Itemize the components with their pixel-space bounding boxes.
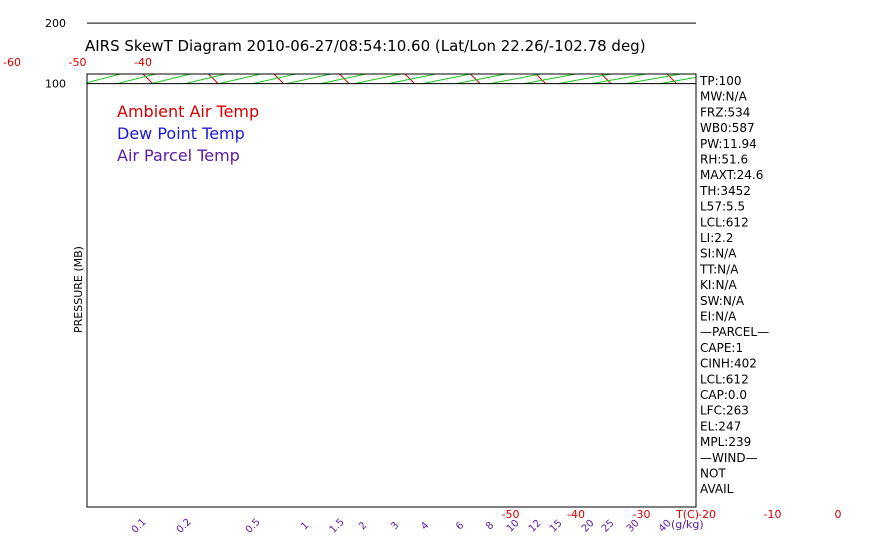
stability-index-label: MW:N/A [700, 90, 748, 104]
stability-index-label: NOT [700, 467, 726, 481]
mixing-ratio-label: 8 [484, 520, 496, 532]
temp-bottom-tick-label: -40 [567, 508, 585, 521]
mixing-ratio-unit-label: (g/kg) [671, 518, 704, 531]
mixing-ratio-label: 12 [527, 518, 544, 535]
dry-adiabat-line [625, 74, 684, 85]
mixing-ratio-label: 2 [357, 520, 369, 532]
dry-adiabat-line [0, 0, 32, 84]
stability-index-label: LI:2.2 [700, 231, 733, 245]
stability-index-label: TT:N/A [699, 262, 739, 276]
mixing-ratio-label: 1.5 [328, 517, 347, 536]
moist-adiabat-line [258, 0, 454, 23]
mixing-ratio-label: 0.1 [130, 517, 149, 536]
moist-adiabat-line [0, 0, 166, 23]
temp-bottom-tick-label: -30 [633, 508, 651, 521]
stability-index-label: L57:5.5 [700, 200, 745, 214]
legend-item: Air Parcel Temp [117, 146, 240, 165]
stability-index-label: LCL:612 [700, 215, 749, 229]
dry-adiabat-line [659, 76, 696, 85]
temp-unit-label: T(C) [675, 508, 699, 521]
pressure-tick-label: 200 [45, 17, 66, 30]
mixing-ratio-label: 3 [389, 520, 401, 532]
plot-frame [86, 73, 697, 508]
stability-index-label: TH:3452 [699, 184, 751, 198]
stability-index-label: EL:247 [700, 419, 741, 433]
stability-index-label: EI:N/A [700, 310, 737, 324]
temp-top-tick-label: -60 [3, 56, 21, 69]
moist-adiabat-line [0, 0, 271, 23]
mixing-ratio-label: 0.5 [244, 517, 263, 536]
temp-bottom-tick-label: 0 [835, 508, 842, 521]
mixing-ratio-label: 6 [454, 520, 466, 532]
moist-adiabat-line [0, 0, 219, 23]
moist-adiabat-line [0, 0, 245, 23]
legend-item: Ambient Air Temp [117, 102, 259, 121]
stability-index-label: MPL:239 [700, 435, 751, 449]
stability-index-label: WB0:587 [700, 121, 755, 135]
stability-index-label: RH:51.6 [700, 153, 748, 167]
stability-index-label: LFC:263 [700, 404, 749, 418]
stability-index-label: —PARCEL— [700, 325, 769, 339]
temp-bottom-tick-label: -10 [764, 508, 782, 521]
stability-index-label: FRZ:534 [700, 105, 750, 119]
stability-index-label: SI:N/A [700, 247, 737, 261]
mixing-ratio-label: 4 [419, 520, 431, 532]
mixing-ratio-label: 0.2 [175, 517, 194, 536]
stability-index-label: —WIND— [700, 451, 758, 465]
stability-index-label: CAPE:1 [700, 341, 743, 355]
stability-index-label: PW:11.94 [700, 137, 757, 151]
stability-index-label: CINH:402 [700, 357, 757, 371]
pressure-tick-label: 100 [45, 78, 66, 91]
stability-index-label: TP:100 [699, 74, 742, 88]
legend-item: Dew Point Temp [117, 124, 245, 143]
stability-index-label: LCL:612 [700, 372, 749, 386]
moist-adiabat-line [181, 0, 428, 23]
temp-top-tick-label: -50 [69, 56, 87, 69]
chart-title: AIRS SkewT Diagram 2010-06-27/08:54:10.6… [85, 37, 646, 55]
mixing-ratio-label: 15 [548, 518, 565, 535]
temp-top-tick-label: -40 [134, 56, 152, 69]
mixing-ratio-label: 25 [600, 518, 617, 535]
isotherm-line [0, 0, 22, 84]
temp-bottom-tick-label: -50 [502, 508, 520, 521]
stability-index-label: AVAIL [700, 482, 734, 496]
mixing-ratio-label: 1 [299, 520, 311, 532]
moist-adiabat-line [94, 0, 402, 23]
stability-index-label: MAXT:24.6 [700, 168, 763, 182]
moist-adiabat-line [0, 0, 193, 23]
stability-index-label: CAP:0.0 [700, 388, 747, 402]
stability-index-label: SW:N/A [700, 294, 745, 308]
isotherm-line [87, 82, 88, 84]
temp-bottom-tick-label: -20 [698, 508, 716, 521]
y-axis-label: PRESSURE (MB) [72, 246, 85, 333]
moist-adiabat-line [320, 0, 480, 23]
stability-index-label: KI:N/A [700, 278, 737, 292]
moist-adiabat-line [0, 0, 140, 23]
